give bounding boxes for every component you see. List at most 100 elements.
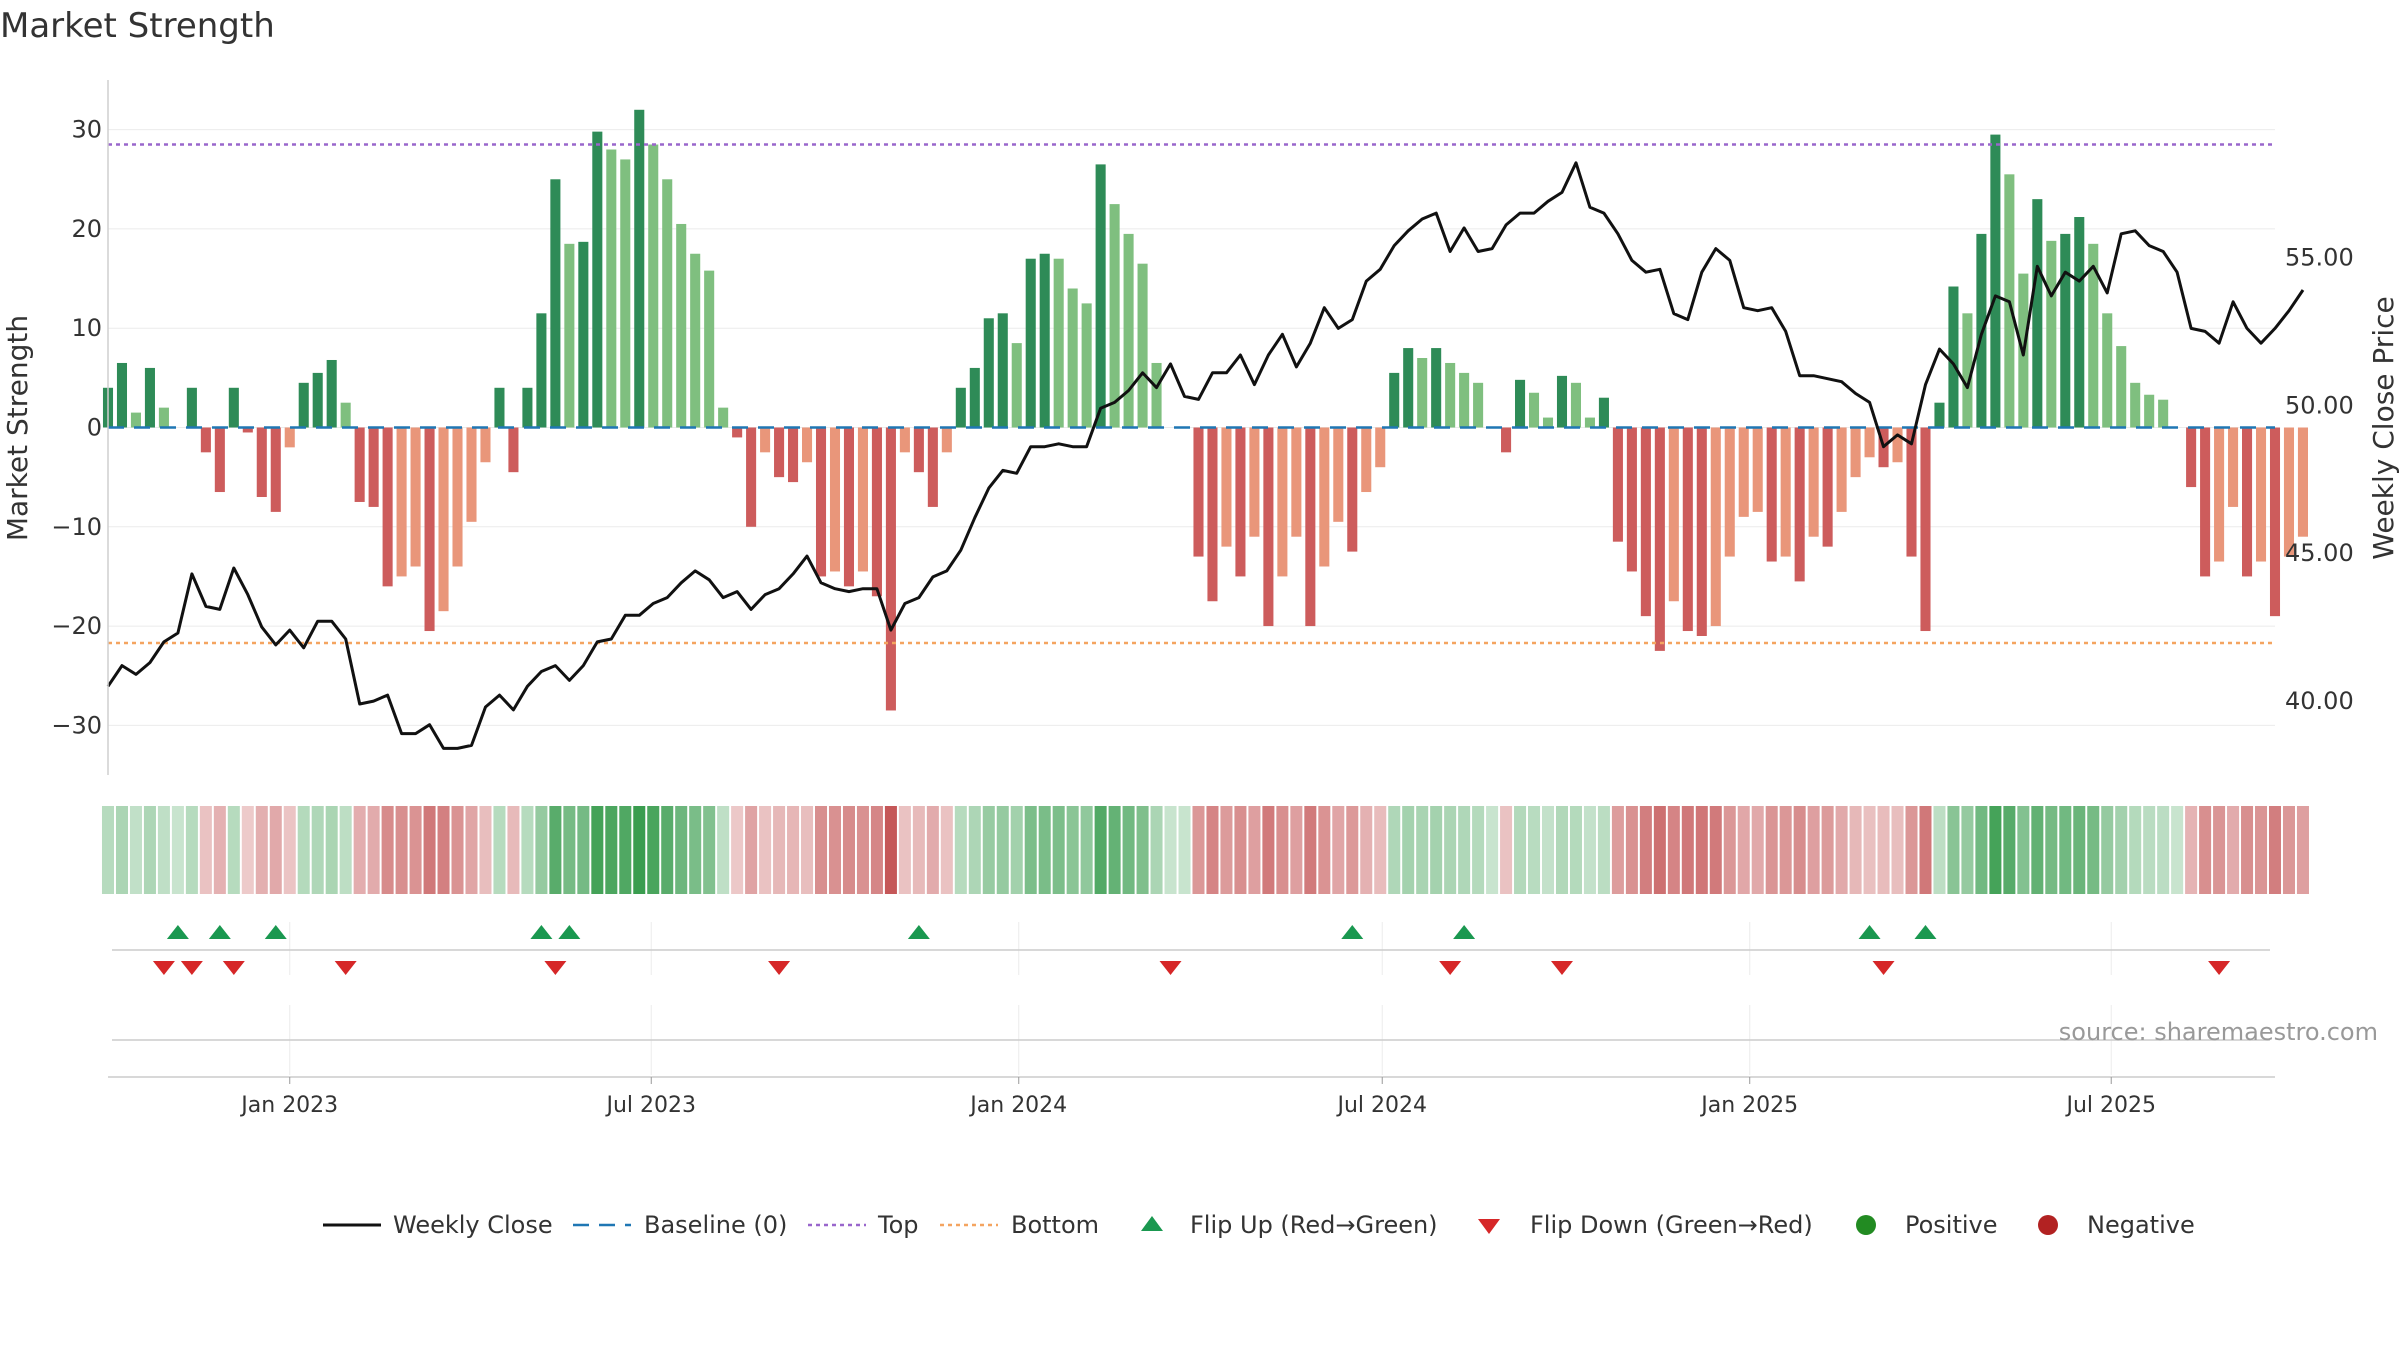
strength-bar [578, 241, 589, 428]
strength-bar [1445, 362, 1456, 428]
strength-bar [1724, 427, 1735, 557]
strength-bar [2046, 240, 2057, 428]
strip-cell [1737, 806, 1750, 894]
strength-bar [1836, 427, 1847, 512]
strip-cell [2045, 806, 2058, 894]
flip-up-marker [530, 925, 553, 939]
strip-cell [1961, 806, 1974, 894]
strength-bar [256, 427, 267, 497]
x-tick-label: Jan 2023 [239, 1093, 338, 1118]
strength-bar [983, 318, 994, 428]
flip-down-marker [152, 961, 175, 975]
strength-bar [2074, 217, 2085, 428]
strip-cell [1528, 806, 1541, 894]
strip-cell [1038, 806, 1051, 894]
strength-bar [1291, 427, 1302, 537]
strip-cell [1262, 806, 1275, 894]
strength-bar [1654, 427, 1665, 651]
strength-bar [1528, 392, 1540, 428]
strip-cell [982, 806, 995, 894]
strength-bar [270, 427, 281, 512]
strength-bar [1011, 343, 1022, 428]
strip-cell [1206, 806, 1219, 894]
strip-cell [828, 806, 842, 894]
strip-cell [213, 806, 226, 894]
strength-bar [354, 427, 365, 502]
strip-cell [1248, 806, 1261, 894]
weekly-close-line [106, 161, 2305, 750]
strip-cell [1877, 806, 1890, 894]
strip-cell [395, 806, 408, 894]
legend-baseline-label: Baseline (0) [644, 1211, 787, 1239]
strip-cell [2241, 806, 2254, 894]
strength-bar [1794, 427, 1805, 582]
flip-up-marker [166, 925, 189, 939]
strength-bar [606, 149, 617, 428]
flip-down-marker [768, 961, 791, 975]
strength-bar [2242, 427, 2253, 577]
strip-cell [2031, 806, 2044, 894]
strip-cell [297, 806, 310, 894]
strength-bar [2186, 427, 2197, 488]
strength-bar [690, 253, 701, 428]
strip-cell [1849, 806, 1862, 894]
strength-bar [1584, 417, 1595, 428]
strip-cell [591, 806, 604, 894]
strength-bar [2158, 399, 2169, 428]
strip-cell [1989, 806, 2002, 894]
strength-bar [438, 427, 449, 612]
flip-down-marker [544, 961, 567, 975]
strip-cell [157, 806, 170, 894]
strength-bar [1780, 427, 1791, 557]
strength-bar [704, 270, 715, 428]
flip-up-marker [1914, 925, 1937, 939]
strip-cell [1779, 806, 1792, 894]
strength-bar [732, 427, 743, 438]
strength-bar [1752, 427, 1763, 512]
y-tick-label-left: 20 [71, 215, 102, 243]
y-axis-right-label: Weekly Close Price [2367, 296, 2400, 559]
strength-bar [1389, 372, 1400, 428]
strength-bar [2255, 427, 2267, 562]
strength-bar [494, 387, 505, 428]
strip-cell [1583, 806, 1596, 894]
strength-bar [1459, 372, 1470, 428]
strength-bar [1515, 379, 1526, 428]
strip-cell [1122, 806, 1135, 894]
strip-cell [451, 806, 464, 894]
strength-bar [396, 427, 407, 577]
strip-cell [1430, 806, 1443, 894]
strip-cell [1192, 806, 1205, 894]
strip-cell [1709, 806, 1722, 894]
strength-bar [2144, 394, 2155, 428]
strip-cell [241, 806, 254, 894]
strip-cell [535, 806, 548, 894]
strip-cell [731, 806, 744, 894]
strip-cell [1360, 806, 1373, 894]
strip-cell [101, 806, 115, 894]
strip-cell [1793, 806, 1806, 894]
strength-bar [857, 427, 868, 572]
strength-bar [620, 159, 631, 428]
strength-bar [452, 427, 463, 567]
axes: 30 20 10 0 −10 −20 −30 55.00 50.00 45.00 40.00 [51, 80, 2354, 775]
strength-bar [1738, 427, 1749, 517]
strip-cell [577, 806, 590, 894]
strip-cell [269, 806, 282, 894]
strength-bar [885, 427, 896, 711]
strip-cell [1094, 806, 1107, 894]
strength-bar [760, 427, 771, 453]
strength-bar [1612, 427, 1623, 542]
strip-cell [2101, 806, 2114, 894]
strength-bar [1934, 402, 1945, 428]
strength-bar [1668, 427, 1679, 602]
strip-cell [856, 806, 869, 894]
strength-bar [746, 427, 757, 527]
strength-bar [312, 372, 323, 428]
strip-cell [1555, 806, 1568, 894]
strength-bar [1109, 204, 1120, 428]
strength-bar [718, 407, 729, 428]
strength-bar [843, 427, 855, 587]
strip-cell [465, 806, 478, 894]
